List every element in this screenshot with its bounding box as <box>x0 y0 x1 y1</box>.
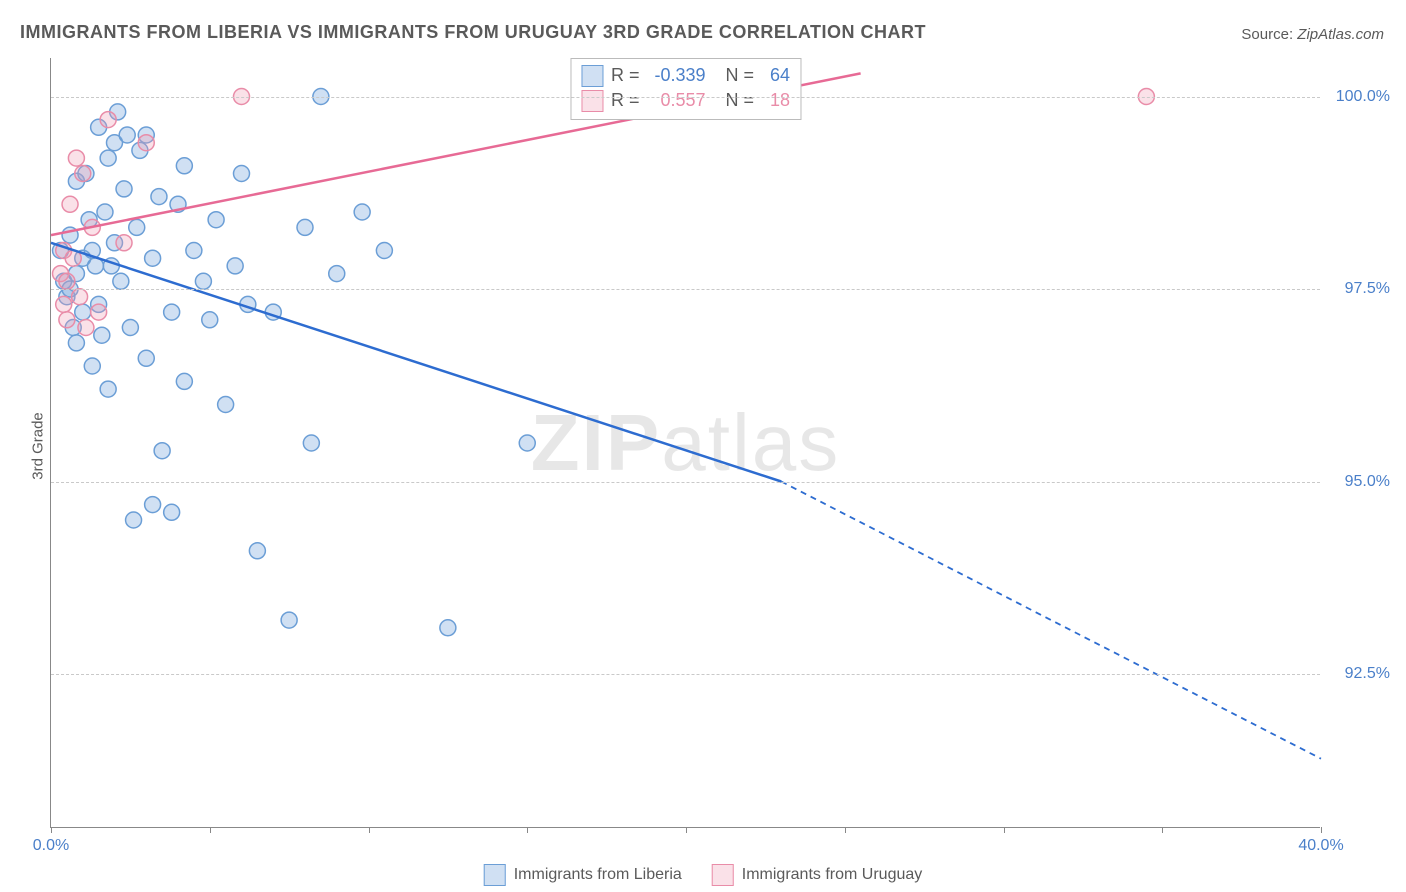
data-point <box>218 397 234 413</box>
data-point <box>84 358 100 374</box>
x-tick <box>686 827 687 833</box>
data-point <box>100 112 116 128</box>
chart-title: IMMIGRANTS FROM LIBERIA VS IMMIGRANTS FR… <box>20 22 926 43</box>
legend-swatch <box>581 65 603 87</box>
legend-r-label: R = <box>611 63 640 88</box>
data-point <box>78 320 94 336</box>
data-point <box>519 435 535 451</box>
data-point <box>100 150 116 166</box>
data-point <box>116 181 132 197</box>
legend-n-value: 64 <box>762 63 790 88</box>
legend-n-label: N = <box>726 88 755 113</box>
chart-plot-area: ZIPatlas R =-0.339N =64R =0.557N =18 92.… <box>50 58 1320 828</box>
data-point <box>440 620 456 636</box>
data-point <box>126 512 142 528</box>
data-point <box>72 289 88 305</box>
x-tick <box>845 827 846 833</box>
data-point <box>119 127 135 143</box>
legend-n-label: N = <box>726 63 755 88</box>
data-point <box>249 543 265 559</box>
x-tick <box>369 827 370 833</box>
legend-r-value: 0.557 <box>648 88 706 113</box>
data-point <box>202 312 218 328</box>
data-point <box>113 273 129 289</box>
x-tick-label: 40.0% <box>1298 837 1343 855</box>
data-point <box>195 273 211 289</box>
data-point <box>227 258 243 274</box>
correlation-legend-row: R = -0.339 N = 64 <box>581 63 790 88</box>
legend-swatch <box>484 864 506 886</box>
source-label: Source: <box>1241 26 1293 43</box>
data-point <box>122 320 138 336</box>
data-point <box>75 304 91 320</box>
data-point <box>75 166 91 182</box>
x-tick <box>1321 827 1322 833</box>
data-point <box>186 243 202 259</box>
data-point <box>97 204 113 220</box>
data-point <box>59 312 75 328</box>
correlation-legend-row: R = 0.557 N = 18 <box>581 88 790 113</box>
series-legend-label: Immigrants from Uruguay <box>742 866 923 884</box>
data-point <box>145 497 161 513</box>
data-point <box>59 273 75 289</box>
series-legend-item: Immigrants from Uruguay <box>712 864 923 886</box>
data-point <box>91 304 107 320</box>
legend-swatch <box>712 864 734 886</box>
x-tick <box>51 827 52 833</box>
x-tick-label: 0.0% <box>33 837 69 855</box>
x-tick <box>210 827 211 833</box>
data-point <box>100 381 116 397</box>
data-point <box>129 219 145 235</box>
data-point <box>176 158 192 174</box>
data-point <box>281 612 297 628</box>
y-tick-label: 95.0% <box>1330 473 1390 491</box>
data-point <box>208 212 224 228</box>
y-tick-label: 97.5% <box>1330 280 1390 298</box>
data-point <box>68 335 84 351</box>
source-attribution: Source: ZipAtlas.com <box>1241 26 1384 43</box>
y-tick-label: 92.5% <box>1330 665 1390 683</box>
legend-r-label: R = <box>611 88 640 113</box>
series-legend-label: Immigrants from Liberia <box>514 866 682 884</box>
data-point <box>164 304 180 320</box>
y-axis-label: 3rd Grade <box>29 412 46 480</box>
source-value: ZipAtlas.com <box>1297 26 1384 43</box>
correlation-legend: R = -0.339 N = 64 R = 0.557 N = 18 <box>570 58 801 120</box>
x-tick <box>527 827 528 833</box>
data-point <box>376 243 392 259</box>
legend-swatch <box>581 90 603 112</box>
data-point <box>154 443 170 459</box>
gridline-horizontal <box>51 97 1320 98</box>
y-tick-label: 100.0% <box>1330 88 1390 106</box>
data-point <box>303 435 319 451</box>
legend-n-value: 18 <box>762 88 790 113</box>
data-point <box>56 296 72 312</box>
data-point <box>329 266 345 282</box>
series-legend: Immigrants from Liberia Immigrants from U… <box>484 864 923 886</box>
chart-svg <box>51 58 1320 827</box>
data-point <box>68 150 84 166</box>
data-point <box>151 189 167 205</box>
x-tick <box>1004 827 1005 833</box>
x-tick <box>1162 827 1163 833</box>
data-point <box>94 327 110 343</box>
data-point <box>116 235 132 251</box>
trend-line-extrapolated <box>781 482 1321 759</box>
gridline-horizontal <box>51 674 1320 675</box>
data-point <box>297 219 313 235</box>
series-legend-item: Immigrants from Liberia <box>484 864 682 886</box>
data-point <box>62 196 78 212</box>
data-point <box>176 373 192 389</box>
data-point <box>138 135 154 151</box>
gridline-horizontal <box>51 482 1320 483</box>
data-point <box>354 204 370 220</box>
data-point <box>145 250 161 266</box>
legend-r-value: -0.339 <box>648 63 706 88</box>
data-point <box>164 504 180 520</box>
gridline-horizontal <box>51 289 1320 290</box>
data-point <box>234 166 250 182</box>
data-point <box>138 350 154 366</box>
